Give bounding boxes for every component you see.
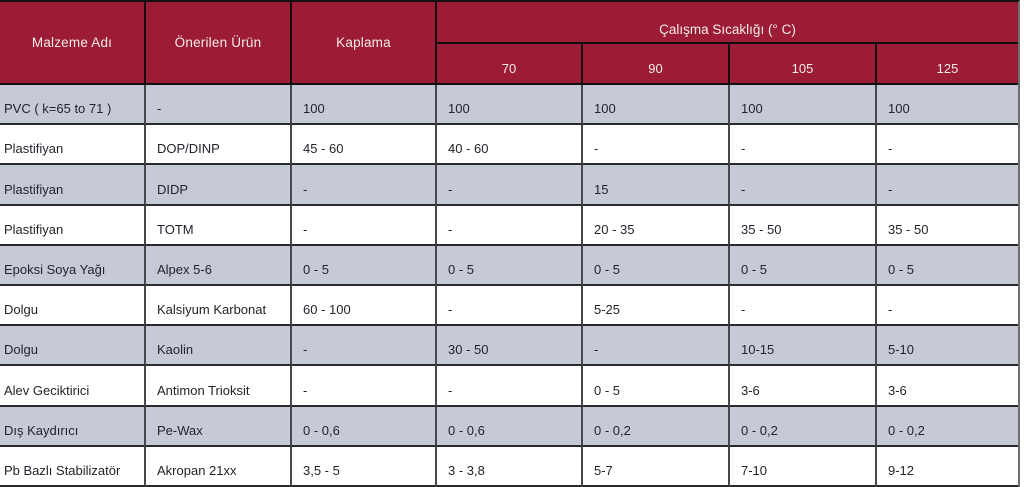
table-cell: - <box>437 285 583 327</box>
table-cell: 100 <box>583 85 730 126</box>
table-cell: 100 <box>292 85 437 126</box>
table-cell: Epoksi Soya Yağı <box>0 245 146 286</box>
table-cell: - <box>437 165 583 206</box>
table-cell: 0 - 5 <box>583 366 730 407</box>
table-cell: 3 - 3,8 <box>437 446 583 487</box>
table-cell: - <box>437 205 583 246</box>
table-cell: 0 - 0,6 <box>292 406 437 447</box>
table-cell: - <box>730 125 877 166</box>
table-cell: - <box>292 165 437 206</box>
table-cell: Alev Geciktirici <box>0 366 146 407</box>
table-cell: 3-6 <box>730 366 877 407</box>
table-cell: - <box>730 165 877 206</box>
table-cell: - <box>437 366 583 407</box>
header-temp-90: 90 <box>583 44 730 85</box>
table-cell: 35 - 50 <box>877 205 1018 246</box>
table-cell: Plastifiyan <box>0 165 146 206</box>
table-cell: 40 - 60 <box>437 125 583 166</box>
table-cell: 60 - 100 <box>292 285 437 327</box>
table-cell: - <box>730 285 877 327</box>
header-temp-70: 70 <box>437 44 583 85</box>
header-temperature-group: Çalışma Sıcaklığı (° C) <box>437 2 1018 44</box>
table-cell: - <box>877 285 1018 327</box>
table-cell: - <box>583 326 730 367</box>
table-cell: 35 - 50 <box>730 205 877 246</box>
table-cell: - <box>583 125 730 166</box>
table-cell: Dış Kaydırıcı <box>0 406 146 447</box>
table-cell: 0 - 0,2 <box>730 406 877 447</box>
table-cell: 45 - 60 <box>292 125 437 166</box>
table-cell: 3,5 - 5 <box>292 446 437 487</box>
table-cell: 0 - 5 <box>437 245 583 286</box>
table-cell: 100 <box>877 85 1018 126</box>
header-temp-125: 125 <box>877 44 1018 85</box>
table-cell: 0 - 0,2 <box>877 406 1018 447</box>
table-cell: - <box>292 205 437 246</box>
table-cell: Plastifiyan <box>0 125 146 166</box>
header-material: Malzeme Adı <box>0 2 146 85</box>
table-cell: Kalsiyum Karbonat <box>146 285 292 327</box>
table-cell: Dolgu <box>0 326 146 367</box>
table-cell: Kaolin <box>146 326 292 367</box>
table-cell: DOP/DINP <box>146 125 292 166</box>
table-cell: Pe-Wax <box>146 406 292 447</box>
table-cell: 0 - 5 <box>583 245 730 286</box>
table-cell: 7-10 <box>730 446 877 487</box>
table-cell: Antimon Trioksit <box>146 366 292 407</box>
table-cell: PVC ( k=65 to 71 ) <box>0 85 146 126</box>
table-cell: 5-10 <box>877 326 1018 367</box>
table-cell: Akropan 21xx <box>146 446 292 487</box>
table-cell: - <box>292 326 437 367</box>
table-cell: 30 - 50 <box>437 326 583 367</box>
table-cell: Dolgu <box>0 285 146 327</box>
header-coating: Kaplama <box>292 2 437 85</box>
table-cell: 100 <box>730 85 877 126</box>
table-cell: - <box>877 125 1018 166</box>
table-cell: 0 - 5 <box>292 245 437 286</box>
table-cell: - <box>146 85 292 126</box>
table-cell: DIDP <box>146 165 292 206</box>
table-cell: 10-15 <box>730 326 877 367</box>
table-cell: 5-25 <box>583 285 730 327</box>
table-cell: 0 - 5 <box>877 245 1018 286</box>
table-cell: 9-12 <box>877 446 1018 487</box>
header-product: Önerilen Ürün <box>146 2 292 85</box>
table-cell: Alpex 5-6 <box>146 245 292 286</box>
table-cell: 3-6 <box>877 366 1018 407</box>
table-cell: TOTM <box>146 205 292 246</box>
table-cell: - <box>292 366 437 407</box>
table-cell: Plastifiyan <box>0 205 146 246</box>
table-cell: 20 - 35 <box>583 205 730 246</box>
table-cell: - <box>877 165 1018 206</box>
table-cell: 0 - 5 <box>730 245 877 286</box>
header-temp-105: 105 <box>730 44 877 85</box>
table-cell: 100 <box>437 85 583 126</box>
table-cell: 0 - 0,6 <box>437 406 583 447</box>
table-cell: 0 - 0,2 <box>583 406 730 447</box>
table-cell: 15 <box>583 165 730 206</box>
table-cell: 5-7 <box>583 446 730 487</box>
table-cell: Pb Bazlı Stabilizatör <box>0 446 146 487</box>
